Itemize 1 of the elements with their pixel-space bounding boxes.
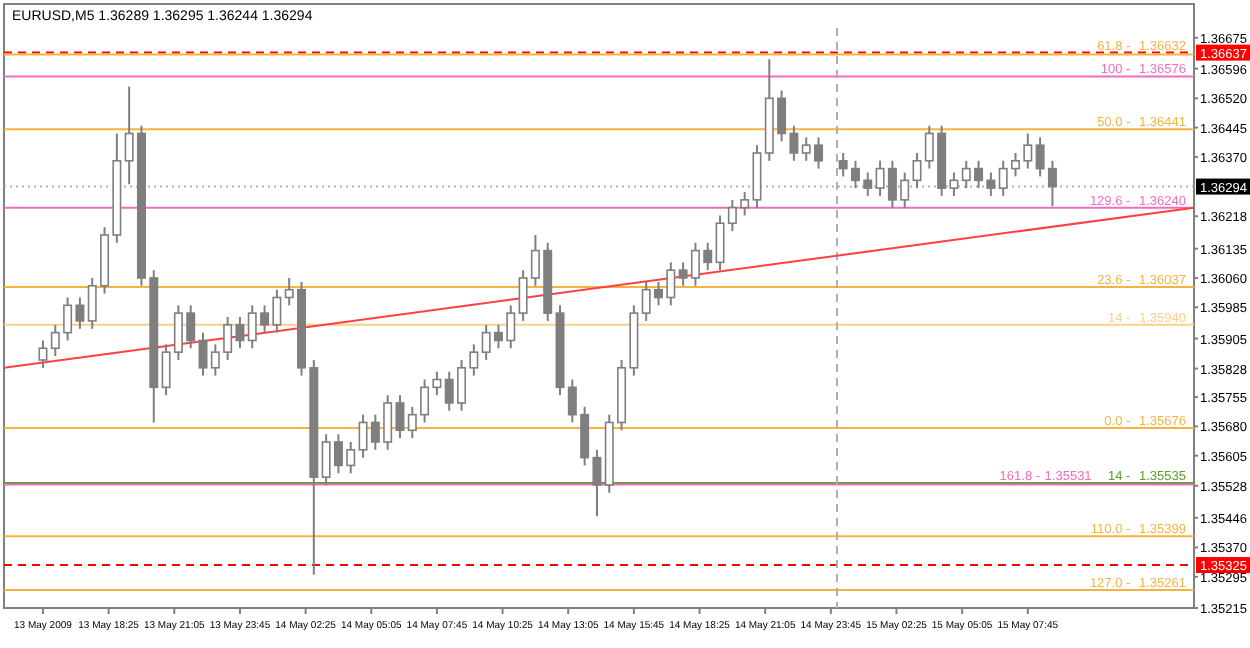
candlestick [38,339,48,369]
